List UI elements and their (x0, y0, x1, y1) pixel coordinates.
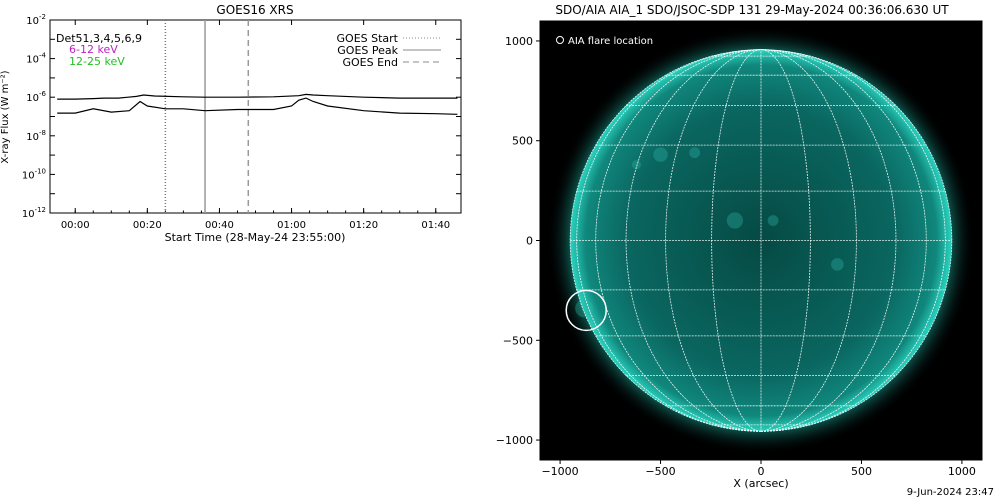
tick-exponent: -6 (39, 90, 47, 98)
active-region (653, 147, 668, 162)
longitude-line (760, 49, 857, 432)
aia-y-tick-label: 1000 (505, 35, 533, 48)
goes-x-tick-label: 00:00 (61, 220, 90, 231)
goes-x-tick-label: 01:40 (421, 220, 450, 231)
goes-y-tick-label: 10-6 (26, 90, 46, 104)
goes-x-tick-label: 01:00 (277, 220, 306, 231)
longitude-line (760, 49, 927, 432)
channel-label-12-25kev: 12-25 keV (69, 55, 125, 68)
legend-entry-label: GOES End (342, 56, 398, 69)
goes-series-1 (57, 97, 458, 115)
longitude-line (760, 49, 811, 432)
longitude-line (569, 49, 762, 432)
active-region (726, 212, 744, 229)
aia-y-ticks: 1000 500 0 −500 −1000 (496, 35, 540, 447)
tick-exponent: -8 (39, 129, 46, 137)
goes-y-tick-label: 10-10 (22, 167, 46, 181)
longitude-line (760, 49, 953, 432)
aia-x-ticks: −1000 −500 0 500 1000 (541, 460, 976, 478)
goes-x-ticks: 00:00 00:20 00:40 01:00 01:20 01:40 (61, 20, 450, 231)
goes-x-tick-label: 00:20 (133, 220, 162, 231)
tick-base: 10 (26, 55, 39, 66)
flare-location-circle (565, 289, 607, 332)
goes-series-0 (57, 93, 458, 100)
active-region (689, 147, 701, 159)
goes-y-tick-label: 10-2 (26, 13, 46, 27)
longitude-line (711, 49, 762, 432)
active-region (831, 258, 844, 271)
aia-y-tick-label: 500 (512, 135, 533, 148)
aia-x-tick-label: −500 (645, 465, 675, 478)
flare-legend-icon (556, 36, 564, 44)
aia-y-tick-label: −500 (503, 334, 533, 347)
aia-y-tick-label: −1000 (496, 434, 533, 447)
goes-series-group (57, 93, 458, 115)
goes-x-tick-label: 01:20 (349, 220, 378, 231)
tick-exponent: -4 (39, 52, 47, 60)
longitude-line (576, 49, 762, 432)
longitude-line (665, 49, 762, 432)
aia-x-tick-label: 500 (851, 465, 872, 478)
heliographic-grid (569, 49, 953, 432)
aia-image (547, 26, 975, 455)
tick-exponent: -2 (39, 13, 46, 21)
aia-y-tick-label: 0 (526, 235, 533, 248)
goes-x-tick-label: 00:40 (205, 220, 234, 231)
channel-label-6-12kev: 6-12 keV (69, 43, 118, 56)
tick-base: 10 (22, 170, 35, 181)
aia-title: SDO/AIA AIA_1 SDO/JSOC-SDP 131 29-May-20… (555, 3, 949, 17)
aia-image-panel: SDO/AIA AIA_1 SDO/JSOC-SDP 131 29-May-20… (496, 3, 983, 490)
tick-base: 10 (26, 16, 39, 27)
longitude-line (760, 49, 897, 432)
goes-event-markers (164, 20, 250, 213)
longitude-line (595, 49, 762, 432)
footer-timestamp: 9-Jun-2024 23:47 (906, 487, 994, 498)
tick-base: 10 (22, 209, 35, 220)
tick-exponent: -10 (35, 167, 46, 175)
aia-x-tick-label: 0 (758, 465, 765, 478)
tick-base: 10 (26, 93, 39, 104)
detector-label: Det51,3,4,5,6,9 (56, 32, 142, 45)
longitude-line (760, 49, 946, 432)
active-region (575, 299, 594, 318)
goes-y-axis-label: X-ray Flux (W m⁻²) (0, 70, 11, 163)
legend-entry-label: GOES Peak (337, 44, 398, 57)
active-region (767, 215, 779, 226)
goes-x-axis-label: Start Time (28-May-24 23:55:00) (165, 231, 346, 244)
aia-x-tick-label: 1000 (948, 465, 976, 478)
aia-x-axis-label: X (arcsec) (733, 477, 788, 490)
goes-title: GOES16 XRS (216, 3, 293, 17)
aia-x-tick-label: −1000 (541, 465, 578, 478)
goes-y-tick-label: 10-8 (26, 129, 46, 143)
tick-exponent: -12 (35, 206, 46, 214)
tick-base: 10 (26, 132, 39, 143)
goes-y-tick-label: 10-4 (26, 52, 46, 66)
goes-y-tick-label: 10-12 (22, 206, 46, 220)
legend-entry-label: GOES Start (337, 32, 399, 45)
flare-annotation: AIA flare location (568, 36, 653, 47)
active-regions (575, 147, 844, 318)
active-region (631, 160, 641, 170)
longitude-line (625, 49, 762, 432)
